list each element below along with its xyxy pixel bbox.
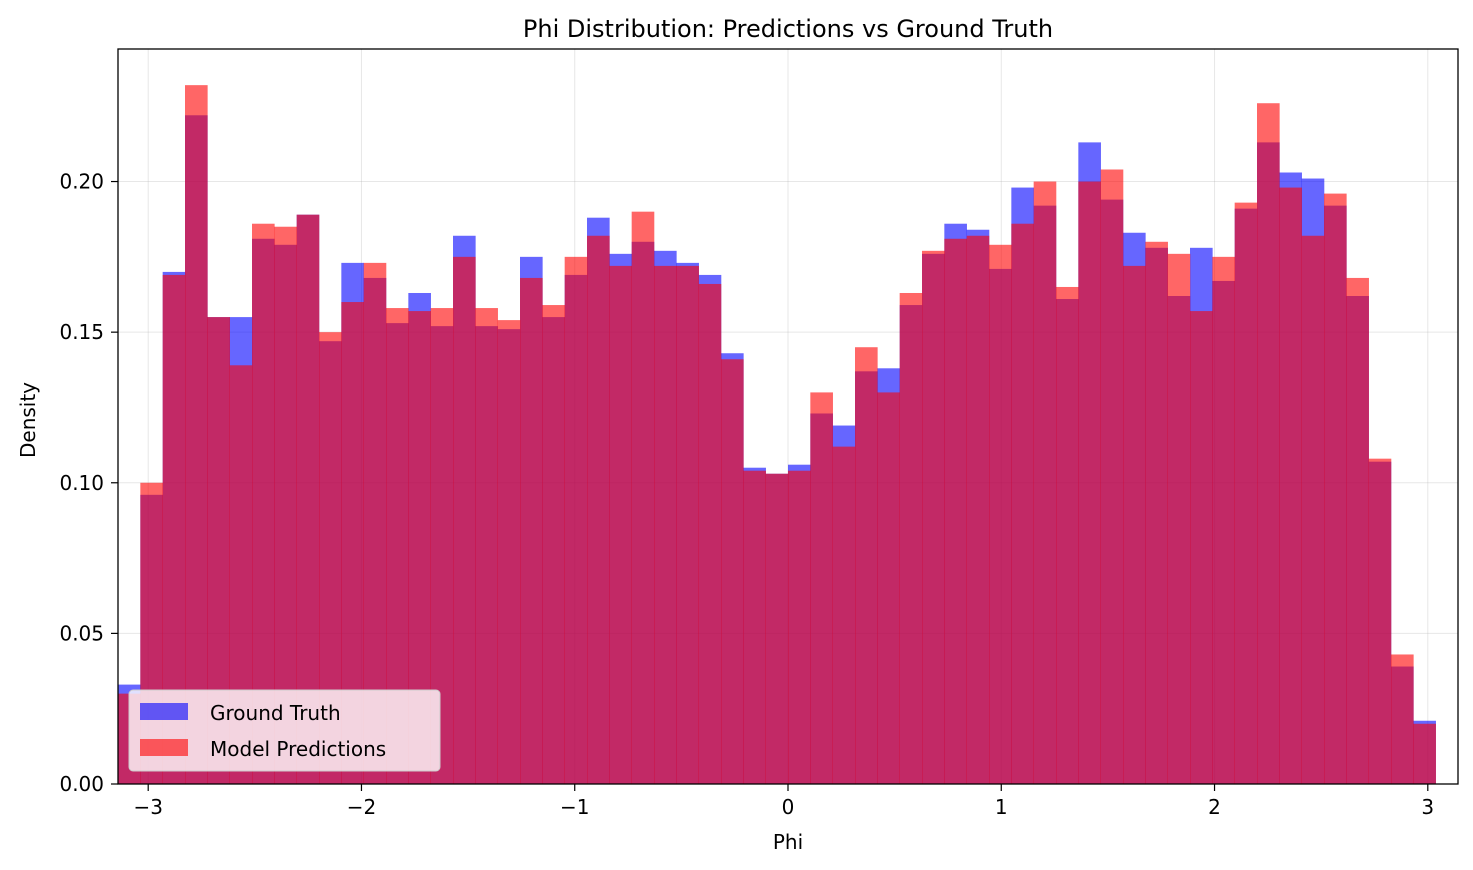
model-prediction-bar — [1257, 103, 1280, 784]
x-axis-ticks: −3 −2 −1 0 1 2 3 — [133, 784, 1434, 819]
model-prediction-bar — [274, 226, 297, 784]
y-axis-label: Density — [16, 382, 40, 458]
legend: Ground Truth Model Predictions — [128, 689, 441, 772]
y-tick-label: 0.20 — [59, 170, 104, 194]
model-prediction-bar — [453, 256, 476, 784]
legend-label-model-predictions: Model Predictions — [210, 737, 386, 761]
model-prediction-bar — [877, 392, 900, 784]
model-prediction-bar — [855, 347, 878, 784]
model-prediction-bar — [408, 311, 431, 784]
model-prediction-bar — [966, 235, 990, 784]
model-prediction-bar — [1279, 187, 1302, 785]
model-prediction-bar — [1391, 654, 1414, 784]
model-prediction-bar — [698, 283, 722, 784]
model-prediction-bar — [1324, 193, 1347, 785]
model-prediction-bar — [475, 308, 498, 784]
model-prediction-bar — [1346, 277, 1369, 784]
legend-swatch-ground-truth — [140, 703, 188, 720]
model-prediction-bar — [922, 250, 945, 784]
model-prediction-bar — [676, 265, 699, 784]
model-prediction-bar — [296, 214, 320, 785]
x-axis-label: Phi — [773, 830, 803, 854]
legend-box — [128, 689, 441, 772]
model-prediction-bar — [1413, 723, 1436, 784]
model-prediction-bar — [788, 470, 811, 784]
model-prediction-bar — [899, 292, 923, 784]
chart-title: Phi Distribution: Predictions vs Ground … — [523, 15, 1053, 43]
model-prediction-bar — [1167, 253, 1191, 784]
model-prediction-bar — [1011, 223, 1034, 784]
x-tick-label: −1 — [560, 795, 589, 819]
model-prediction-bar — [1301, 235, 1325, 784]
model-prediction-bar — [497, 320, 521, 784]
model-prediction-bar — [587, 235, 610, 784]
model-prediction-bar — [654, 265, 677, 784]
model-prediction-bar — [229, 365, 253, 784]
model-prediction-bar — [520, 277, 543, 784]
model-prediction-bar — [542, 305, 565, 784]
model-prediction-bar — [207, 317, 230, 784]
model-prediction-bar — [1123, 265, 1146, 784]
model-prediction-bar — [319, 332, 342, 784]
y-tick-label: 0.05 — [59, 621, 104, 645]
model-prediction-bar — [1078, 181, 1101, 784]
model-prediction-bar — [341, 302, 364, 784]
x-tick-label: 1 — [995, 795, 1008, 819]
model-prediction-bar — [631, 211, 655, 784]
x-tick-label: 0 — [782, 795, 795, 819]
model-prediction-bar — [1368, 458, 1392, 784]
model-prediction-bar — [1212, 256, 1235, 784]
model-prediction-bar — [252, 223, 275, 784]
model-prediction-bar — [1100, 169, 1124, 784]
model-prediction-bar — [721, 359, 744, 784]
model-prediction-bar — [944, 238, 967, 784]
model-prediction-bar — [1234, 202, 1258, 784]
y-axis-ticks: 0.00 0.05 0.10 0.15 0.20 — [59, 170, 118, 796]
y-tick-label: 0.10 — [59, 471, 104, 495]
model-prediction-bar — [989, 244, 1012, 784]
legend-label-ground-truth: Ground Truth — [210, 701, 341, 725]
model-prediction-bar — [1033, 181, 1057, 784]
y-tick-label: 0.15 — [59, 320, 104, 344]
x-tick-label: 2 — [1208, 795, 1221, 819]
model-prediction-bar — [765, 473, 789, 784]
model-prediction-bar — [386, 308, 409, 784]
model-prediction-bar — [810, 392, 833, 784]
model-prediction-bar — [1145, 241, 1168, 785]
model-prediction-bar — [363, 262, 387, 785]
model-prediction-bar — [430, 308, 454, 784]
model-prediction-bar — [609, 265, 632, 784]
model-prediction-bar — [564, 256, 588, 784]
x-tick-label: 3 — [1421, 795, 1434, 819]
model-prediction-bar — [743, 470, 766, 784]
x-tick-label: −2 — [347, 795, 376, 819]
y-tick-label: 0.00 — [59, 772, 104, 796]
model-prediction-bar — [832, 446, 856, 784]
model-prediction-bar — [1056, 286, 1079, 784]
legend-swatch-model-predictions — [140, 739, 188, 756]
model-prediction-bar — [185, 85, 208, 785]
model-prediction-bar — [1190, 311, 1213, 784]
model-prediction-bar — [162, 274, 186, 784]
x-tick-label: −3 — [133, 795, 162, 819]
